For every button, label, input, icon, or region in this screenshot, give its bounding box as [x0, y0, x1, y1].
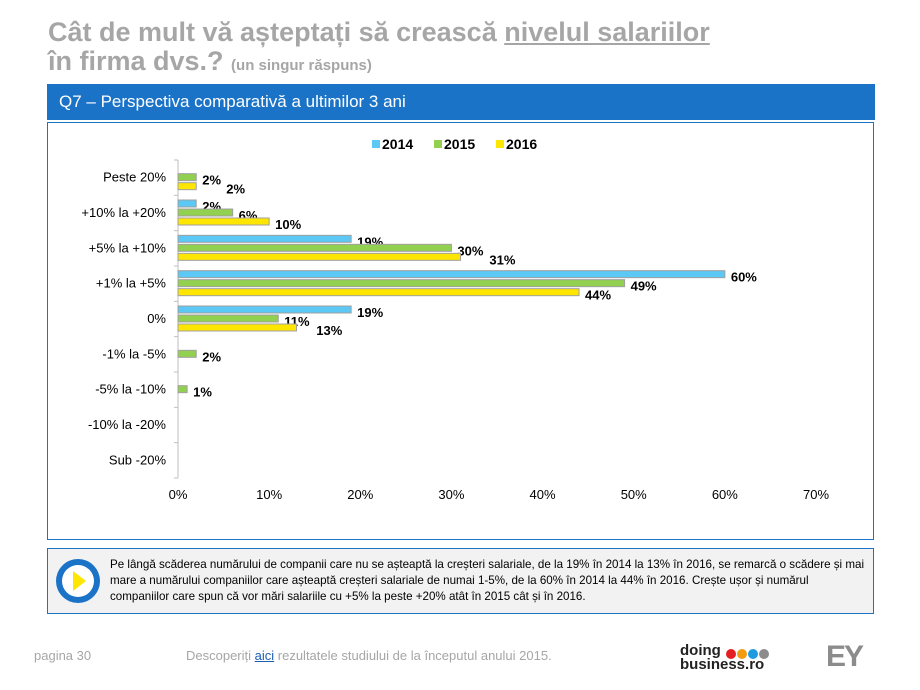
legend-label: 2014: [382, 136, 413, 152]
page-number: pagina 30: [34, 648, 92, 663]
legend-swatch-2015: [434, 140, 442, 148]
x-tick-label: 0%: [169, 487, 188, 502]
bar-2014: [177, 234, 352, 243]
footer-link[interactable]: aici: [254, 648, 275, 663]
data-label: 2%: [202, 349, 221, 364]
legend-swatch-2014: [372, 140, 380, 148]
arrow-icon: [56, 559, 100, 603]
note-box: Pe lângă scăderea numărului de companii …: [47, 548, 874, 614]
page-title: Cât de mult vă așteptați să crească nive…: [48, 17, 710, 76]
category-label: Sub -20%: [109, 452, 167, 467]
bar-chart: 0% 10% 20% 30% 40% 50% 60% 70% Peste 20% 2% 2% +10%…: [81, 136, 829, 502]
bar-2014: [177, 199, 197, 208]
data-label: 13%: [316, 323, 342, 338]
data-label: 1%: [193, 385, 212, 400]
legend-label: 2015: [444, 136, 475, 152]
ey-logo: EY: [826, 640, 864, 673]
bar-2016: [177, 288, 580, 297]
data-label: 10%: [275, 217, 301, 232]
category-label: -10% la -20%: [88, 417, 166, 432]
note-text: Pe lângă scăderea numărului de companii …: [110, 558, 865, 603]
category-label: +10% la +20%: [81, 205, 166, 220]
legend-label: 2016: [506, 136, 537, 152]
section-band: Q7 – Perspectiva comparativă a ultimilor…: [47, 84, 875, 120]
bar-2015: [177, 173, 197, 182]
data-label: 2%: [226, 182, 245, 197]
bar-2016: [177, 182, 197, 191]
bar-2015: [177, 243, 452, 252]
footer-text: Descoperiți aici rezultatele studiului d…: [186, 648, 552, 663]
category-label: +1% la +5%: [96, 276, 167, 291]
data-label: 2%: [202, 173, 221, 188]
x-tick-label: 10%: [256, 487, 282, 502]
bar-2015: [177, 385, 188, 394]
data-label: 30%: [457, 243, 483, 258]
x-tick-label: 60%: [712, 487, 738, 502]
bar-2014: [177, 270, 726, 279]
x-tick-label: 20%: [347, 487, 373, 502]
doingbusiness-logo: doing business.ro: [680, 642, 765, 673]
legend-swatch-2016: [496, 140, 504, 148]
x-tick-label: 70%: [803, 487, 829, 502]
bar-2015: [177, 208, 234, 217]
logo-dots: [726, 646, 770, 664]
data-label: 19%: [357, 305, 383, 320]
x-tick-label: 50%: [621, 487, 647, 502]
bar-2016: [177, 323, 297, 332]
bar-2016: [177, 217, 270, 226]
x-tick-label: 30%: [438, 487, 464, 502]
bar-2015: [177, 279, 626, 288]
bar-2014: [177, 305, 352, 314]
category-label: +5% la +10%: [89, 240, 167, 255]
category-label: -1% la -5%: [102, 346, 166, 361]
data-label: 49%: [631, 279, 657, 294]
category-label: Peste 20%: [103, 170, 166, 185]
bar-2015: [177, 314, 279, 323]
data-label: 31%: [489, 252, 515, 267]
x-tick-label: 40%: [530, 487, 556, 502]
chart-box: [47, 122, 874, 540]
category-label: 0%: [147, 311, 166, 326]
bar-2015: [177, 349, 197, 358]
bar-2016: [177, 252, 462, 261]
data-label: 60%: [731, 270, 757, 285]
category-label: -5% la -10%: [95, 382, 166, 397]
data-label: 44%: [585, 288, 611, 303]
